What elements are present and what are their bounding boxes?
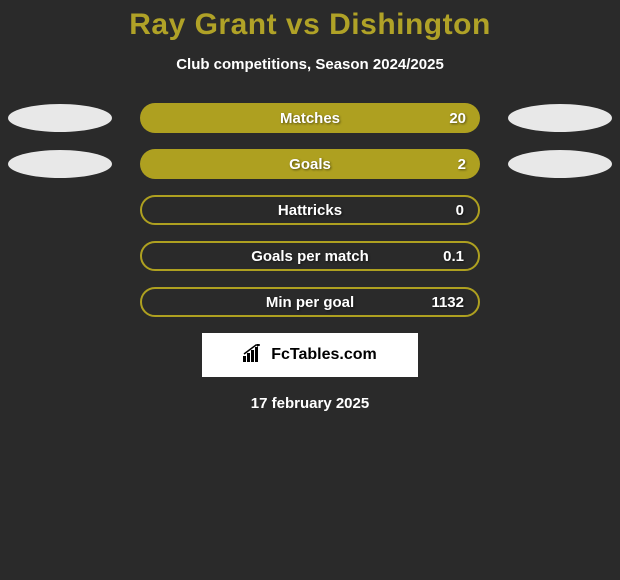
stat-label: Hattricks (278, 202, 342, 219)
subtitle: Club competitions, Season 2024/2025 (0, 56, 620, 73)
stats-card: Ray Grant vs Dishington Club competition… (0, 0, 620, 412)
stats-rows: Matches 20 Goals 2 Hattricks 0 Goals per match… (0, 103, 620, 317)
stat-bar: Goals 2 (140, 149, 480, 179)
stat-bar: Min per goal 1132 (140, 287, 480, 317)
stat-value: 1132 (431, 294, 464, 311)
stat-label: Goals per match (251, 248, 369, 265)
stat-value: 0 (456, 202, 464, 219)
bar-chart-icon (243, 344, 265, 367)
stat-value: 20 (449, 110, 466, 127)
left-ellipse (8, 104, 112, 132)
stat-row: Min per goal 1132 (0, 287, 620, 317)
right-ellipse (508, 104, 612, 132)
brand-box[interactable]: FcTables.com (202, 333, 418, 377)
stat-value: 2 (458, 156, 466, 173)
stat-bar: Hattricks 0 (140, 195, 480, 225)
stat-value: 0.1 (443, 248, 464, 265)
stat-label: Goals (289, 156, 331, 173)
brand-text: FcTables.com (271, 346, 377, 364)
right-ellipse (508, 150, 612, 178)
left-ellipse (8, 150, 112, 178)
stat-bar: Goals per match 0.1 (140, 241, 480, 271)
stat-bar: Matches 20 (140, 103, 480, 133)
stat-label: Matches (280, 110, 340, 127)
stat-row: Goals 2 (0, 149, 620, 179)
date-text: 17 february 2025 (0, 395, 620, 412)
stat-row: Goals per match 0.1 (0, 241, 620, 271)
page-title: Ray Grant vs Dishington (0, 8, 620, 42)
stat-label: Min per goal (266, 294, 354, 311)
stat-row: Matches 20 (0, 103, 620, 133)
stat-row: Hattricks 0 (0, 195, 620, 225)
